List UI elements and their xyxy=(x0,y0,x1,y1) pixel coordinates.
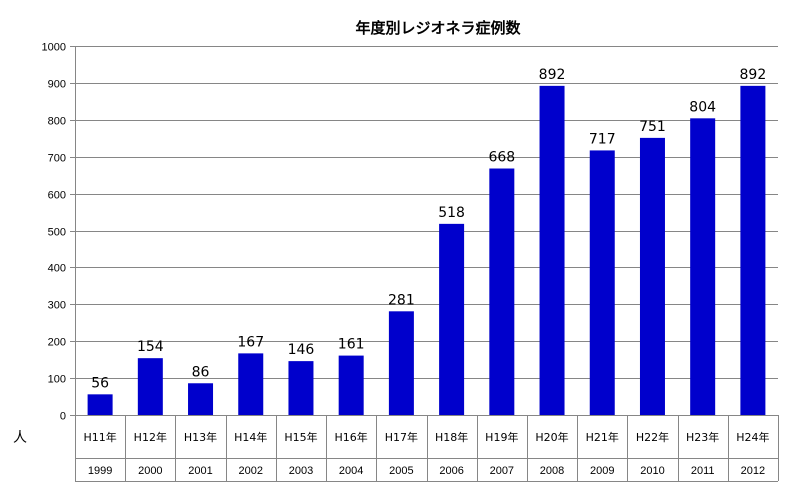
data-label: 668 xyxy=(488,150,515,166)
x-tick-label: H14年 xyxy=(234,430,267,444)
x-tick-label: H17年 xyxy=(385,430,418,444)
x-tick-label: H12年 xyxy=(134,430,167,444)
data-label: 518 xyxy=(438,205,465,221)
x-year-label: 2003 xyxy=(289,465,313,477)
bar xyxy=(489,168,515,415)
x-tick-label: H13年 xyxy=(184,430,217,444)
chart-title: 年度別レジオネラ症例数 xyxy=(355,19,521,37)
bar xyxy=(439,223,465,415)
x-axis: H11年 1999 H12年 2000 H13年 2001 H14年 2002 H15年 2003… xyxy=(75,415,779,482)
x-year-label: 2006 xyxy=(439,465,463,477)
x-year-label: 2011 xyxy=(691,465,715,477)
x-tick-label: H16年 xyxy=(335,430,368,444)
y-tick-label: 200 xyxy=(48,337,66,349)
bar xyxy=(690,118,716,415)
x-year-label: 2005 xyxy=(389,465,413,477)
data-label: 804 xyxy=(689,99,716,115)
y-tick-label: 700 xyxy=(48,153,66,165)
bar xyxy=(137,358,163,415)
bar xyxy=(388,311,414,415)
y-tick-label: 400 xyxy=(48,263,66,275)
bar xyxy=(639,137,665,416)
y-tick-label: 300 xyxy=(48,300,66,312)
bar xyxy=(338,355,364,415)
x-tick-label: H24年 xyxy=(736,430,769,444)
data-labels: 56 154 86 167 146 161 281 518 668 892 717 751 804 892 xyxy=(91,67,766,391)
x-year-label: 2004 xyxy=(339,465,363,477)
y-tick-label: 600 xyxy=(48,190,66,202)
data-label: 892 xyxy=(740,67,767,83)
y-tick-label: 0 xyxy=(60,411,66,423)
data-label: 167 xyxy=(237,334,264,350)
x-tick-label: H18年 xyxy=(435,430,468,444)
bar xyxy=(539,85,565,416)
x-tick-label: H19年 xyxy=(485,430,518,444)
y-tick-label: 900 xyxy=(48,79,66,91)
x-tick-label: H15年 xyxy=(284,430,317,444)
x-year-label: 2012 xyxy=(741,465,765,477)
y-axis-ticks: 0 100 200 300 400 500 600 700 800 900 1000 xyxy=(42,42,66,423)
x-year-label: 2002 xyxy=(239,465,263,477)
y-tick-label: 1000 xyxy=(42,42,66,54)
x-year-label: 2001 xyxy=(188,465,212,477)
x-year-label: 2010 xyxy=(640,465,664,477)
x-year-label: 1999 xyxy=(88,465,112,477)
data-label: 146 xyxy=(288,342,315,358)
x-tick-label: H23年 xyxy=(686,430,719,444)
data-label: 86 xyxy=(192,364,210,380)
bar xyxy=(87,394,113,415)
x-year-label: 2009 xyxy=(590,465,614,477)
data-label: 281 xyxy=(388,292,415,308)
data-label: 751 xyxy=(639,119,666,135)
x-year-label: 2007 xyxy=(490,465,514,477)
bar xyxy=(288,361,314,415)
bar xyxy=(740,85,766,416)
y-tick-label: 800 xyxy=(48,116,66,128)
x-tick-label: H11年 xyxy=(83,430,116,444)
x-tick-label: H22年 xyxy=(636,430,669,444)
data-label: 56 xyxy=(91,375,109,391)
x-year-label: 2000 xyxy=(138,465,162,477)
data-label: 717 xyxy=(589,131,616,147)
bar xyxy=(188,383,214,415)
y-tick-label: 100 xyxy=(48,374,66,386)
data-label: 892 xyxy=(539,67,566,83)
bar xyxy=(238,353,264,415)
data-label: 154 xyxy=(137,339,164,355)
bar xyxy=(589,150,615,415)
y-axis-label: 人 xyxy=(13,430,27,446)
gridlines xyxy=(70,46,778,416)
x-tick-label: H20年 xyxy=(535,430,568,444)
x-year-label: 2008 xyxy=(540,465,564,477)
y-tick-label: 500 xyxy=(48,227,66,239)
data-label: 161 xyxy=(338,337,365,353)
bars xyxy=(87,85,766,416)
x-tick-label: H21年 xyxy=(586,430,619,444)
